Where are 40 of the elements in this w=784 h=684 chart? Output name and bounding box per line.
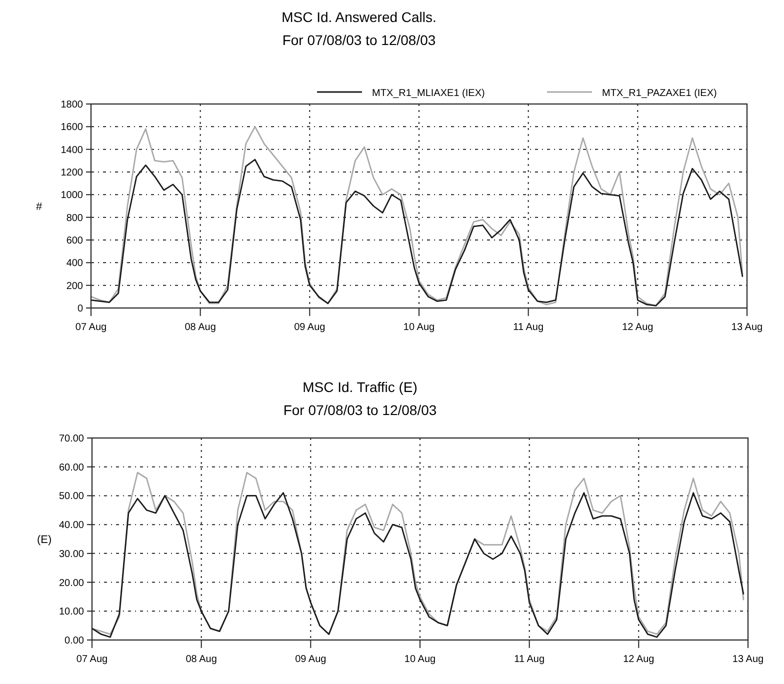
- x-tick-label: 13 Aug: [731, 322, 763, 333]
- y-axis-title: (E): [37, 534, 52, 546]
- y-tick-label: 0: [77, 304, 84, 314]
- y-tick-label: 50.00: [58, 491, 84, 502]
- y-axis-title: #: [36, 201, 43, 213]
- x-tick-label: 11 Aug: [513, 322, 544, 333]
- x-tick-label: 08 Aug: [184, 322, 216, 333]
- y-tick-label: 1600: [60, 122, 84, 134]
- x-tick-label: 09 Aug: [295, 654, 326, 665]
- x-tick-label: 12 Aug: [622, 322, 654, 333]
- y-tick-label: 40.00: [58, 520, 84, 532]
- y-tick-label: 800: [66, 212, 84, 224]
- y-tick-label: 1000: [60, 190, 84, 202]
- y-tick-label: 1800: [60, 100, 84, 110]
- x-tick-label: 13 Aug: [732, 654, 764, 665]
- x-tick-label: 10 Aug: [403, 322, 435, 333]
- y-tick-label: 600: [66, 236, 84, 246]
- chart-title: MSC Id. Answered Calls.: [282, 9, 436, 25]
- chart-title: MSC Id. Traffic (E): [302, 379, 418, 395]
- y-tick-label: 30.00: [58, 548, 84, 560]
- y-tick-label: 1400: [60, 144, 84, 156]
- legend-label: MTX_R1_PAZAXE1 (IEX): [602, 88, 717, 99]
- x-tick-label: 11 Aug: [514, 654, 545, 665]
- y-tick-label: 20.00: [58, 578, 84, 589]
- y-tick-label: 0.00: [64, 636, 84, 646]
- x-tick-label: 09 Aug: [294, 322, 326, 333]
- x-tick-label: 07 Aug: [76, 654, 108, 665]
- chart-subtitle: For 07/08/03 to 12/08/03: [283, 402, 437, 418]
- x-tick-label: 07 Aug: [75, 322, 107, 333]
- y-tick-label: 70.00: [58, 434, 84, 444]
- y-tick-label: 10.00: [58, 606, 84, 618]
- x-tick-label: 10 Aug: [404, 654, 436, 665]
- y-tick-label: 60.00: [58, 462, 84, 474]
- y-tick-label: 1200: [60, 168, 84, 178]
- chart-subtitle: For 07/08/03 to 12/08/03: [282, 32, 436, 48]
- y-tick-label: 200: [66, 280, 84, 292]
- x-tick-label: 12 Aug: [623, 654, 654, 665]
- legend-label: MTX_R1_MLIAXE1 (IEX): [372, 88, 485, 99]
- y-tick-label: 400: [66, 258, 84, 270]
- x-tick-label: 08 Aug: [186, 654, 217, 665]
